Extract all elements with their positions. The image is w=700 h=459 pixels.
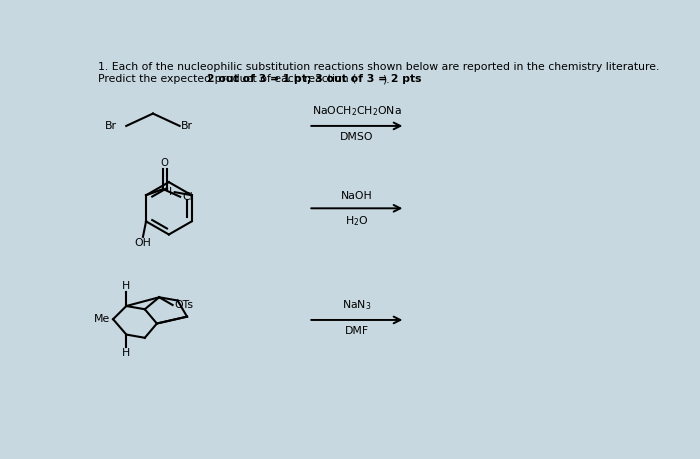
Text: NaOCH$_2$CH$_2$ONa: NaOCH$_2$CH$_2$ONa	[312, 104, 402, 118]
Text: DMSO: DMSO	[340, 132, 374, 142]
Text: Me: Me	[94, 314, 110, 324]
Text: Cl: Cl	[183, 192, 193, 202]
Text: NaOH: NaOH	[341, 190, 372, 201]
Text: I: I	[169, 187, 172, 197]
Text: H: H	[122, 348, 130, 358]
Text: ).: ).	[382, 74, 390, 84]
Text: OH: OH	[134, 238, 151, 248]
Text: Predict the expected product of each reaction (: Predict the expected product of each rea…	[97, 74, 356, 84]
Text: O: O	[161, 158, 169, 168]
Text: H$_2$O: H$_2$O	[345, 214, 368, 228]
Text: H: H	[122, 280, 130, 291]
Text: 1. Each of the nucleophilic substitution reactions shown below are reported in t: 1. Each of the nucleophilic substitution…	[97, 62, 659, 72]
Text: 2 out of 3 = 1 pt; 3 out of 3 = 2 pts: 2 out of 3 = 1 pt; 3 out of 3 = 2 pts	[207, 74, 421, 84]
Text: Br: Br	[181, 121, 193, 131]
Text: OTs: OTs	[174, 300, 193, 310]
Text: Br: Br	[104, 121, 116, 131]
Text: NaN$_3$: NaN$_3$	[342, 298, 372, 312]
Text: DMF: DMF	[344, 326, 369, 336]
